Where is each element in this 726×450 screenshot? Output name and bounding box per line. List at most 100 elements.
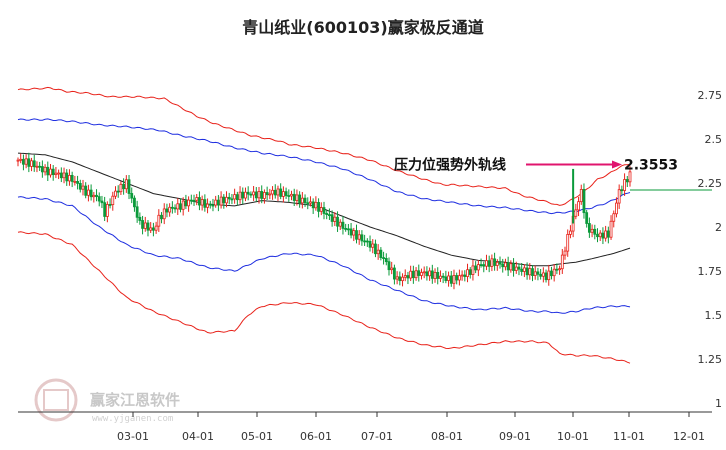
chart-title: 青山纸业(600103)赢家极反通道 (242, 18, 483, 37)
candle (417, 264, 421, 282)
candle (43, 164, 47, 176)
candle (230, 193, 234, 205)
candle (428, 267, 432, 281)
candle (346, 224, 350, 236)
candle (414, 267, 418, 281)
watermark: 赢家江恩软件 www.yjganen.com (34, 378, 180, 424)
candle (260, 185, 264, 204)
candle (254, 187, 258, 202)
candle (395, 271, 399, 285)
candle (449, 270, 453, 287)
x-tick-label: 04-01 (182, 430, 214, 443)
candle (216, 195, 220, 212)
candle (606, 226, 610, 244)
candle (241, 187, 245, 205)
candle (127, 174, 131, 200)
candle (338, 219, 342, 230)
candle (149, 222, 153, 234)
candle (474, 261, 478, 274)
candle (585, 209, 589, 228)
candle (615, 197, 618, 218)
candle (625, 175, 629, 188)
candle (200, 195, 204, 211)
candle (590, 224, 594, 238)
candle (433, 268, 437, 283)
candle (114, 186, 117, 200)
candle (51, 165, 55, 181)
candle (384, 253, 388, 266)
candle (593, 224, 597, 240)
candle (184, 194, 188, 210)
candle (151, 222, 155, 237)
candle (482, 261, 486, 273)
candle (103, 196, 107, 222)
candle (92, 191, 96, 203)
y-tick-label: 1.5 (705, 309, 723, 322)
candle (376, 244, 380, 260)
candle (84, 182, 88, 199)
candle (609, 215, 613, 240)
candle (444, 270, 448, 284)
candle (78, 179, 82, 193)
candle (292, 188, 296, 207)
candle (208, 200, 212, 209)
candle (598, 230, 602, 241)
candle (341, 216, 345, 235)
candle (300, 192, 304, 209)
y-tick-label: 2 (715, 221, 722, 234)
candle (387, 257, 391, 276)
candle (257, 186, 261, 204)
candle (506, 256, 510, 276)
candle (105, 201, 109, 223)
candle (225, 191, 228, 208)
candle (214, 195, 218, 208)
candle (560, 249, 564, 274)
candle (522, 264, 526, 278)
candle (173, 204, 177, 213)
candle (311, 198, 315, 214)
candle (22, 154, 25, 171)
candle (382, 251, 385, 265)
candle (371, 239, 375, 254)
candle (479, 258, 483, 268)
candle (325, 210, 329, 220)
candle (357, 230, 361, 245)
candle (24, 154, 28, 169)
y-axis: 1 1.25 1.5 1.75 2 2.25 2.5 2.75 (698, 89, 723, 410)
candle (49, 163, 52, 178)
candle (566, 229, 570, 257)
candle (476, 260, 480, 277)
candle (81, 179, 85, 196)
candle (406, 271, 410, 285)
candle (279, 183, 283, 200)
candle (65, 169, 69, 186)
candle (495, 259, 499, 271)
candle (100, 195, 104, 209)
candle (525, 262, 529, 280)
candle (439, 270, 442, 283)
annotation-label: 压力位强势外轨线 (394, 156, 506, 173)
candle (59, 167, 63, 183)
candle (141, 215, 144, 235)
candle (319, 202, 323, 216)
candle (466, 263, 469, 283)
candle (447, 271, 450, 287)
candle (268, 188, 272, 200)
candle (471, 259, 475, 281)
candle (89, 184, 93, 201)
candle (27, 152, 31, 173)
candle (16, 157, 20, 167)
candle (165, 203, 169, 218)
candle (198, 191, 201, 211)
candle (192, 194, 196, 206)
candle (579, 184, 583, 205)
candle (246, 186, 250, 201)
candle (73, 175, 77, 186)
candle (452, 269, 456, 290)
annotation-value: 2.3553 (624, 157, 678, 173)
candle (463, 270, 467, 282)
candle (249, 191, 253, 198)
candle (19, 153, 23, 164)
candle (352, 227, 356, 242)
